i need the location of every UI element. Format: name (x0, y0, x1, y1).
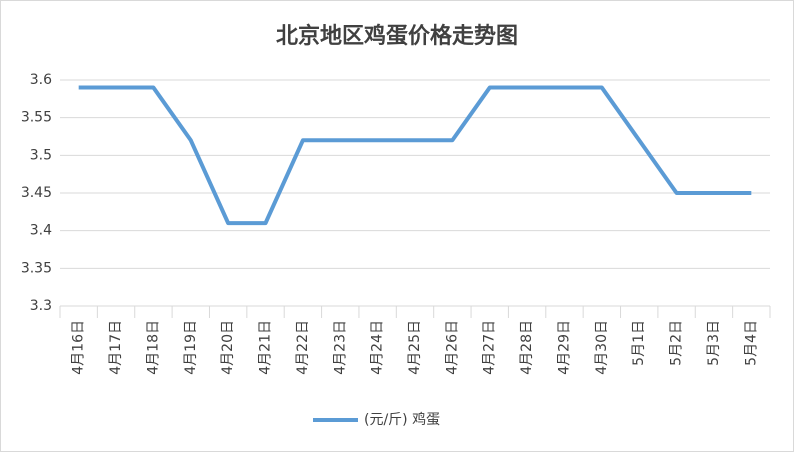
y-tick-label: 3.5 (30, 147, 52, 163)
y-tick-label: 3.45 (21, 185, 52, 201)
x-tick-label: 4月17日 (108, 320, 124, 375)
x-tick-label: 4月29日 (556, 320, 572, 375)
x-tick-label: 4月22日 (295, 320, 311, 375)
x-tick-label: 4月21日 (258, 320, 274, 375)
y-tick-label: 3.55 (21, 110, 52, 126)
y-tick-label: 3.6 (30, 72, 52, 88)
x-tick-label: 4月24日 (370, 320, 386, 375)
chart-title: 北京地区鸡蛋价格走势图 (276, 23, 518, 49)
line (78, 85, 752, 226)
x-tick-label: 4月18日 (145, 320, 161, 375)
x-tick-label: 4月26日 (444, 320, 460, 375)
y-tick-label: 3.35 (21, 260, 52, 276)
x-tick-label: 5月2日 (669, 320, 685, 366)
x-tick-label: 4月20日 (220, 320, 236, 375)
legend-label: (元/斤) 鸡蛋 (364, 411, 440, 428)
x-tick-label: 4月25日 (407, 320, 423, 375)
x-tick-label: 4月30日 (594, 320, 610, 375)
y-tick-label: 3.3 (30, 298, 52, 314)
x-tick-label: 5月3日 (706, 320, 722, 366)
x-tick-label: 4月16日 (71, 320, 87, 375)
x-tick-label: 4月27日 (482, 320, 498, 375)
y-tick-label: 3.4 (30, 223, 52, 239)
x-tick-label: 4月23日 (332, 320, 348, 375)
x-tick-label: 4月19日 (183, 320, 199, 375)
x-tick-label: 5月1日 (631, 320, 647, 366)
x-tick-label: 5月4日 (743, 320, 759, 366)
x-tick-label: 4月28日 (519, 320, 535, 375)
